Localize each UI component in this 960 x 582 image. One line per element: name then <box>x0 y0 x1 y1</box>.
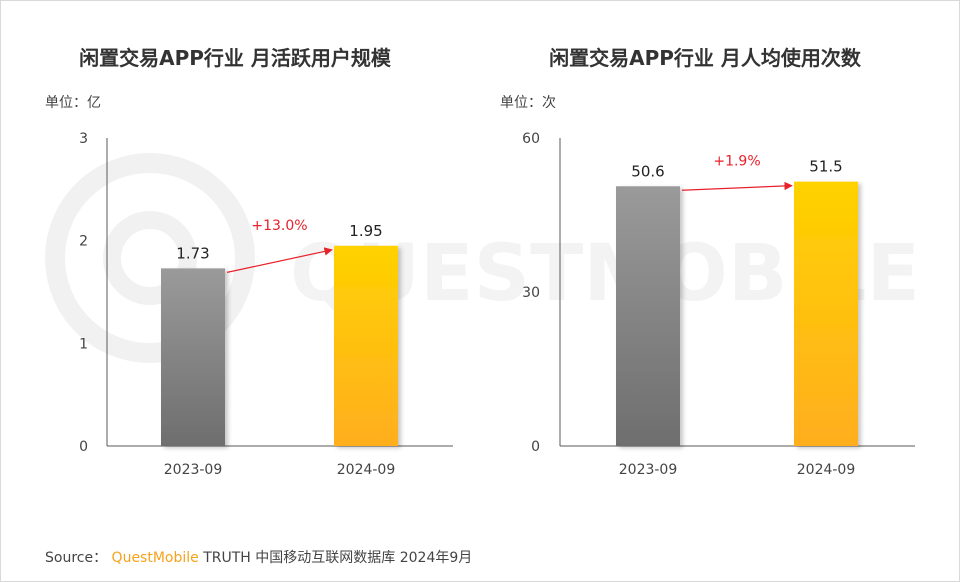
bar-2023-09 <box>161 268 225 446</box>
data-label: 1.73 <box>176 244 209 262</box>
data-label: 50.6 <box>631 162 664 180</box>
bar-2024-09 <box>794 181 858 446</box>
growth-label: +1.9% <box>713 154 760 170</box>
unit-label: 单位：次 <box>500 95 556 111</box>
unit-label: 单位：亿 <box>45 95 101 111</box>
bar-chart-usage: 0 30 60 50.6 2023-09 51.5 2024-09 +1.9% <box>522 131 915 478</box>
chart-title: 闲置交易APP行业 月活跃用户规模 <box>79 46 391 70</box>
growth-arrow <box>681 181 793 191</box>
y-tick-label: 3 <box>79 131 88 147</box>
chart-panel-mau: 闲置交易APP行业 月活跃用户规模 单位：亿 0 1 2 3 1.73 2023-09 1.… <box>0 0 470 520</box>
y-tick-label: 0 <box>79 439 88 455</box>
y-tick-label: 2 <box>79 234 88 250</box>
x-tick-label: 2024-09 <box>797 462 856 478</box>
growth-arrow <box>226 247 333 273</box>
source-brand: QuestMobile <box>111 550 199 566</box>
y-tick-label: 30 <box>522 285 540 301</box>
source-note: Source： QuestMobile TRUTH 中国移动互联网数据库 202… <box>45 547 472 567</box>
data-label: 51.5 <box>809 158 842 176</box>
y-tick-label: 0 <box>531 439 540 455</box>
growth-label: +13.0% <box>251 218 307 234</box>
chart-title: 闲置交易APP行业 月人均使用次数 <box>549 46 861 70</box>
x-tick-label: 2023-09 <box>164 462 223 478</box>
y-tick-label: 60 <box>522 131 540 147</box>
x-tick-label: 2023-09 <box>619 462 678 478</box>
bar-2023-09 <box>616 186 680 446</box>
source-prefix: Source： <box>45 550 108 566</box>
bar-2024-09 <box>334 245 398 446</box>
y-tick-label: 1 <box>79 336 88 352</box>
source-text: TRUTH 中国移动互联网数据库 2024年9月 <box>203 550 473 566</box>
x-tick-label: 2024-09 <box>337 462 396 478</box>
data-label: 1.95 <box>349 222 382 240</box>
bar-chart-mau: 0 1 2 3 1.73 2023-09 1.95 2024-09 +13.0% <box>79 131 453 478</box>
chart-panel-usage: 闲置交易APP行业 月人均使用次数 单位：次 0 30 60 50.6 2023-09 5… <box>470 0 940 520</box>
